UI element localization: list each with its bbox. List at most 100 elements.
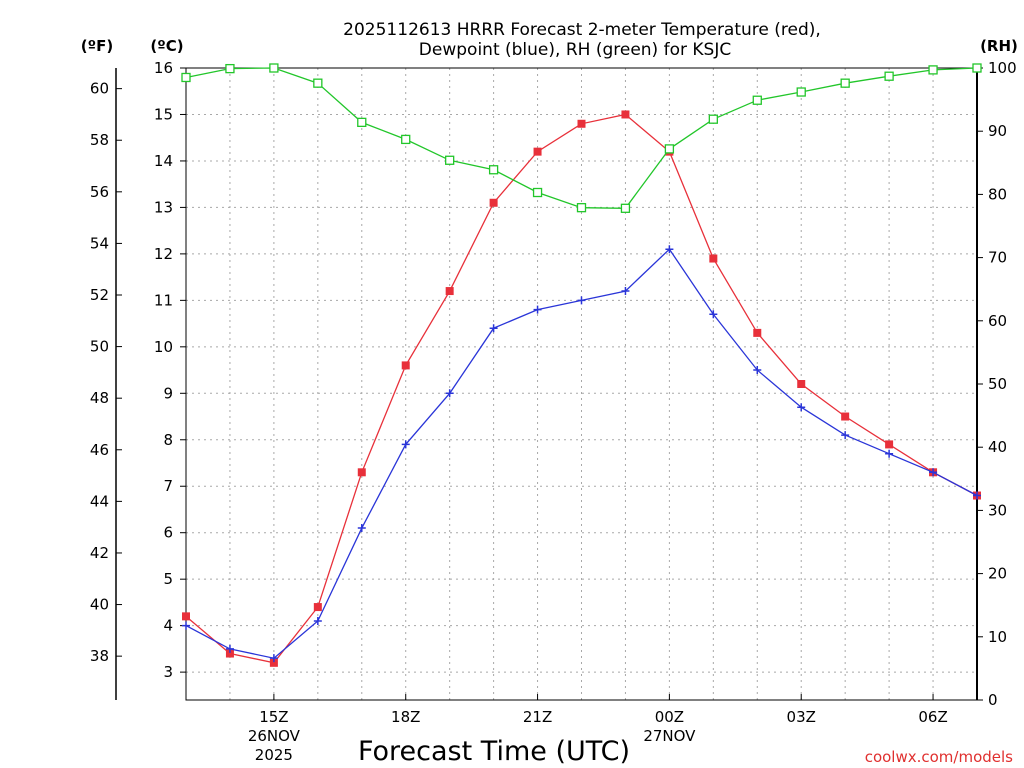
celsius-tick-label: 11 — [154, 291, 173, 309]
credit-text: coolwx.com/models — [865, 748, 1013, 766]
rh-tick-label: 70 — [988, 249, 1007, 267]
celsius-tick-label: 16 — [154, 59, 173, 77]
rh-unit-label: (RH) — [980, 37, 1018, 55]
data-point — [182, 621, 190, 630]
data-point — [489, 324, 498, 333]
data-point — [225, 644, 234, 653]
data-point — [313, 78, 323, 88]
x-tick-label: 18Z — [391, 708, 420, 726]
celsius-tick-label: 15 — [154, 105, 173, 123]
rh-tick-label: 50 — [988, 375, 1007, 393]
fahrenheit-tick-label: 60 — [90, 80, 109, 98]
data-point — [665, 245, 674, 254]
data-series — [181, 63, 982, 667]
rh-tick-label: 20 — [988, 565, 1007, 583]
data-point — [797, 380, 806, 388]
celsius-tick-label: 12 — [154, 245, 173, 263]
data-point — [401, 134, 411, 145]
data-point — [840, 78, 850, 88]
data-point — [269, 658, 278, 667]
data-point — [884, 71, 894, 81]
series-line — [185, 113, 978, 664]
data-point — [753, 328, 762, 337]
data-point — [708, 114, 718, 124]
rh-tick-label: 10 — [988, 628, 1007, 646]
data-point — [488, 165, 499, 175]
celsius-tick-label: 13 — [154, 198, 173, 216]
fahrenheit-tick-label: 56 — [90, 183, 109, 201]
chart-title-line-1: 2025112613 HRRR Forecast 2-meter Tempera… — [343, 20, 821, 40]
celsius-unit-label: (ºC) — [150, 37, 183, 55]
data-point — [533, 305, 542, 314]
fahrenheit-tick-label: 42 — [90, 544, 109, 562]
fahrenheit-tick-label: 50 — [90, 338, 109, 356]
data-point — [709, 254, 718, 263]
fahrenheit-tick-label: 58 — [90, 131, 109, 149]
data-point — [621, 110, 630, 119]
rh-tick-label: 80 — [988, 185, 1007, 203]
data-point — [885, 440, 894, 449]
data-point — [182, 612, 190, 621]
rh-tick-label: 100 — [988, 59, 1017, 77]
data-point — [841, 412, 850, 421]
fahrenheit-tick-label: 52 — [90, 286, 109, 304]
data-point — [885, 449, 894, 458]
fahrenheit-tick-label: 46 — [90, 441, 109, 459]
data-point — [313, 603, 322, 612]
x-axis-title: Forecast Time (UTC) — [358, 736, 630, 767]
data-point — [752, 95, 762, 105]
rh-tick-label: 0 — [988, 691, 998, 709]
data-point — [620, 203, 631, 213]
celsius-tick-label: 3 — [163, 663, 173, 681]
x-tick-label: 06Z — [918, 708, 947, 726]
data-point — [401, 440, 410, 449]
data-point — [929, 468, 938, 477]
x-tick-label: 27NOV — [643, 727, 696, 745]
x-tick-label: 00Z — [655, 708, 684, 726]
celsius-tick-label: 5 — [163, 570, 173, 588]
x-tick-label: 15Z — [259, 708, 288, 726]
celsius-tick-label: 6 — [163, 524, 173, 542]
celsius-tick-label: 14 — [154, 152, 173, 170]
chart-title-line-2: Dewpoint (blue), RH (green) for KSJC — [419, 40, 731, 60]
data-point — [753, 366, 762, 375]
data-point — [225, 649, 234, 658]
data-point — [269, 654, 278, 663]
rh-tick-label: 40 — [988, 438, 1007, 456]
x-tick-label: 03Z — [787, 708, 816, 726]
data-point — [796, 87, 806, 97]
fahrenheit-tick-label: 44 — [90, 492, 109, 510]
fahrenheit-tick-label: 48 — [90, 389, 109, 407]
plot-frame — [185, 67, 978, 701]
celsius-tick-label: 10 — [154, 338, 173, 356]
celsius-tick-label: 7 — [163, 477, 173, 495]
rh-tick-label: 60 — [988, 312, 1007, 330]
data-point — [533, 147, 542, 156]
data-point — [664, 144, 675, 154]
data-point — [357, 117, 367, 128]
data-point — [445, 389, 454, 398]
data-point — [928, 65, 938, 75]
data-point — [313, 617, 322, 625]
data-point — [577, 296, 586, 305]
celsius-tick-label: 9 — [163, 384, 173, 402]
rh-tick-label: 30 — [988, 501, 1007, 519]
axes — [115, 67, 978, 701]
data-point — [841, 431, 850, 440]
data-point — [532, 187, 543, 198]
data-point — [577, 119, 586, 128]
x-tick-label: 2025 — [255, 746, 293, 764]
data-point — [225, 63, 235, 74]
data-point — [181, 72, 191, 83]
tick-marks: 3456789101112131415163840424446485052545… — [90, 59, 1017, 764]
data-point — [972, 63, 982, 73]
fahrenheit-tick-label: 54 — [90, 234, 109, 252]
data-point — [357, 468, 366, 477]
celsius-tick-label: 4 — [163, 617, 173, 635]
data-point — [445, 155, 455, 165]
x-tick-label: 21Z — [523, 708, 552, 726]
fahrenheit-tick-label: 38 — [90, 647, 109, 665]
data-point — [973, 491, 981, 500]
data-point — [445, 287, 454, 296]
